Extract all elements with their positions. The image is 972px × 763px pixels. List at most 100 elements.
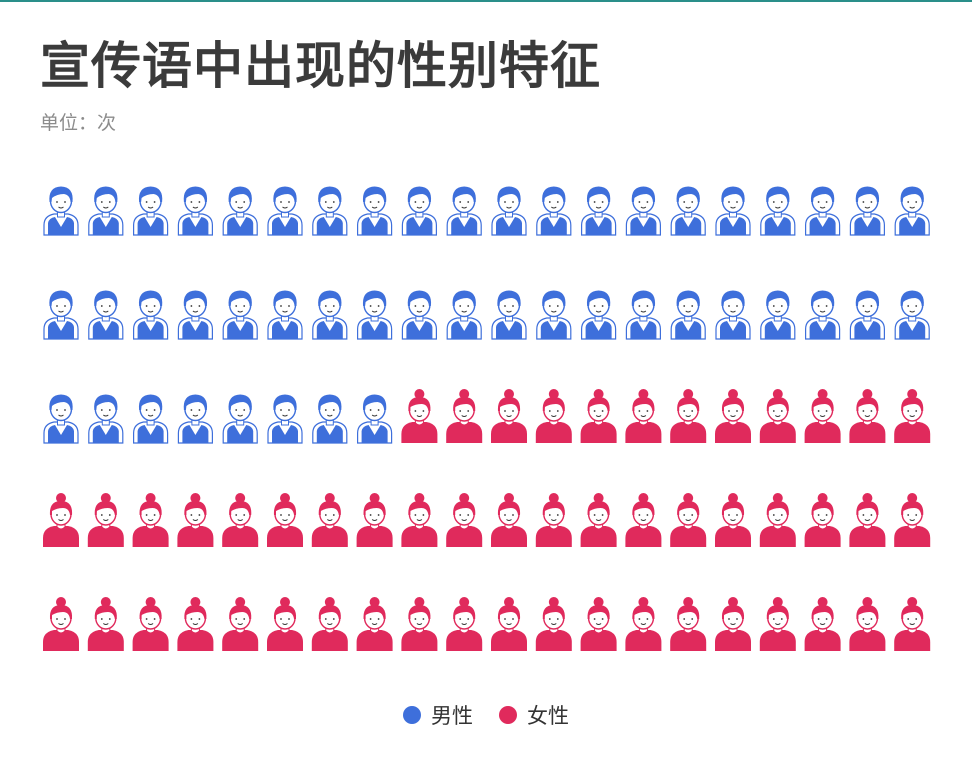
female-person-icon bbox=[759, 597, 796, 651]
female-person-icon bbox=[670, 389, 707, 443]
male-person-icon bbox=[177, 186, 213, 236]
female-person-icon bbox=[759, 389, 796, 443]
female-person-icon bbox=[804, 389, 841, 443]
female-person-icon bbox=[491, 493, 527, 547]
male-person-icon bbox=[804, 290, 841, 340]
female-person-icon bbox=[446, 493, 483, 547]
male-person-icon bbox=[446, 290, 482, 340]
male-person-icon bbox=[88, 186, 124, 236]
female-person-icon bbox=[446, 597, 483, 651]
female-person-icon bbox=[401, 493, 438, 547]
male-person-icon bbox=[357, 186, 393, 236]
male-person-icon bbox=[222, 290, 258, 340]
female-person-icon bbox=[849, 493, 886, 547]
female-person-icon bbox=[43, 597, 79, 651]
female-person-icon bbox=[401, 597, 438, 651]
female-person-icon bbox=[535, 493, 572, 547]
female-person-icon bbox=[894, 597, 931, 651]
male-person-icon bbox=[267, 394, 303, 444]
male-person-icon bbox=[133, 290, 169, 340]
female-person-icon bbox=[43, 493, 79, 547]
female-person-icon bbox=[132, 493, 169, 547]
female-person-icon bbox=[132, 597, 169, 651]
female-person-icon bbox=[759, 493, 796, 547]
female-person-icon bbox=[222, 493, 259, 547]
male-person-icon bbox=[536, 290, 572, 340]
male-person-icon bbox=[133, 394, 169, 444]
male-person-icon bbox=[357, 290, 393, 340]
male-person-icon bbox=[267, 186, 303, 236]
female-person-icon bbox=[446, 389, 483, 443]
female-person-icon bbox=[580, 597, 617, 651]
female-person-icon bbox=[267, 597, 303, 651]
male-person-icon bbox=[625, 290, 662, 340]
male-person-icon bbox=[88, 394, 124, 444]
female-person-icon bbox=[849, 597, 886, 651]
legend-label-female: 女性 bbox=[527, 704, 569, 728]
female-person-icon bbox=[804, 597, 841, 651]
male-person-icon bbox=[760, 186, 796, 236]
male-person-icon bbox=[43, 394, 79, 444]
male-person-icon bbox=[580, 290, 617, 340]
male-person-icon bbox=[849, 290, 886, 340]
female-person-icon bbox=[670, 597, 707, 651]
female-person-icon bbox=[491, 389, 527, 443]
female-person-icon bbox=[715, 493, 751, 547]
female-person-icon bbox=[267, 493, 303, 547]
female-person-icon bbox=[849, 389, 886, 443]
male-person-icon bbox=[580, 186, 617, 236]
male-person-icon bbox=[670, 186, 706, 236]
female-person-icon bbox=[715, 597, 751, 651]
male-person-icon bbox=[715, 186, 751, 236]
legend-label-male: 男性 bbox=[431, 704, 473, 728]
male-person-icon bbox=[312, 290, 348, 340]
female-person-icon bbox=[894, 389, 931, 443]
male-person-icon bbox=[894, 186, 930, 236]
male-person-icon bbox=[222, 186, 258, 236]
female-person-icon bbox=[625, 493, 662, 547]
male-person-icon bbox=[446, 186, 482, 236]
male-person-icon bbox=[133, 186, 169, 236]
male-person-icon bbox=[491, 186, 527, 236]
male-person-icon bbox=[312, 186, 348, 236]
female-person-icon bbox=[670, 493, 707, 547]
legend-item-female: 女性 bbox=[499, 700, 569, 730]
top-accent-line bbox=[0, 0, 972, 2]
male-person-icon bbox=[357, 394, 393, 444]
female-person-icon bbox=[580, 493, 617, 547]
female-person-icon bbox=[311, 597, 348, 651]
male-person-icon bbox=[894, 290, 930, 340]
female-person-icon bbox=[535, 597, 572, 651]
male-person-icon bbox=[804, 186, 841, 236]
female-person-icon bbox=[535, 389, 572, 443]
male-person-icon bbox=[177, 394, 213, 444]
male-person-icon bbox=[43, 186, 79, 236]
female-person-icon bbox=[580, 389, 617, 443]
female-person-icon bbox=[625, 389, 662, 443]
male-person-icon bbox=[491, 290, 527, 340]
female-person-icon bbox=[87, 597, 124, 651]
female-person-icon bbox=[356, 597, 393, 651]
male-person-icon bbox=[222, 394, 258, 444]
female-person-icon bbox=[804, 493, 841, 547]
male-person-icon bbox=[760, 290, 796, 340]
female-person-icon bbox=[401, 389, 438, 443]
female-person-icon bbox=[177, 597, 214, 651]
male-person-icon bbox=[401, 290, 437, 340]
female-person-icon bbox=[311, 493, 348, 547]
female-person-icon bbox=[87, 493, 124, 547]
legend-dot-female bbox=[499, 706, 517, 724]
female-person-icon bbox=[491, 597, 527, 651]
chart-title: 宣传语中出现的性别特征 bbox=[40, 37, 601, 95]
female-person-icon bbox=[177, 493, 214, 547]
female-person-icon bbox=[222, 597, 259, 651]
male-person-icon bbox=[715, 290, 751, 340]
male-person-icon bbox=[625, 186, 662, 236]
chart-unit: 单位：次 bbox=[40, 112, 117, 134]
chart-legend: 男性 女性 bbox=[0, 700, 972, 730]
female-person-icon bbox=[715, 389, 751, 443]
male-person-icon bbox=[267, 290, 303, 340]
female-person-icon bbox=[356, 493, 393, 547]
male-person-icon bbox=[536, 186, 572, 236]
